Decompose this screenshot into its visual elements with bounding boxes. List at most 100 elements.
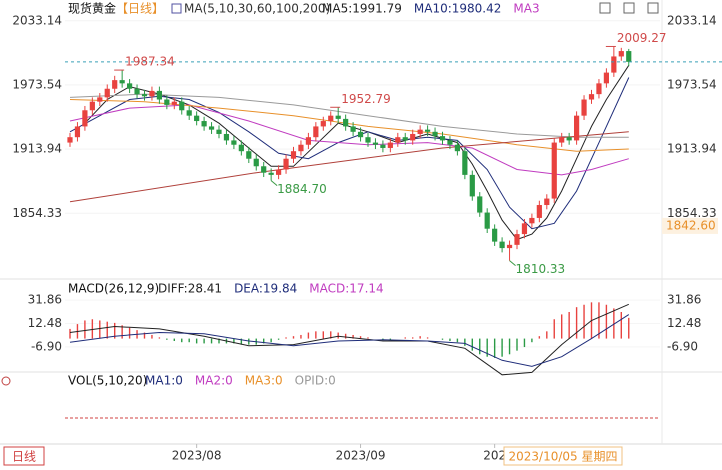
ma-icon	[171, 3, 182, 14]
candle-body	[238, 144, 244, 152]
toolbar-icon[interactable]	[647, 2, 659, 14]
candle-body	[119, 80, 125, 84]
toolbar-icon[interactable]	[623, 2, 635, 14]
high-label: 1987.34	[125, 55, 175, 69]
cursor-price-label: 1842.60	[666, 218, 716, 232]
volume-title: VOL(5,10,20)	[68, 374, 147, 388]
chart-title: 现货黄金	[68, 1, 116, 16]
y-tick-label: 12.48	[28, 316, 62, 330]
candle-body	[112, 80, 118, 89]
legend-entry: MA3	[513, 2, 539, 16]
period-tab[interactable]	[3, 446, 45, 466]
ma-title: MA(5,10,30,60,100,200)	[184, 2, 330, 16]
candle-body	[581, 99, 587, 116]
y-tick-label-right: 1973.54	[667, 77, 717, 91]
candle-body	[343, 118, 349, 127]
candle-body	[283, 158, 289, 170]
candle-body	[372, 142, 379, 145]
candle-body	[179, 101, 185, 111]
y-tick-label: 1854.33	[12, 206, 62, 220]
macd-line	[69, 303, 629, 376]
candle-body	[320, 121, 326, 127]
y-tick-label-right: 12.48	[667, 316, 701, 330]
candle-body	[484, 212, 490, 229]
y-tick-label: 2033.14	[12, 13, 62, 27]
low-label: 1884.70	[277, 182, 327, 196]
y-tick-label-right: -6.90	[667, 339, 698, 353]
cursor-date-box	[503, 446, 623, 466]
candle-body	[328, 115, 334, 122]
candle-body	[395, 137, 401, 143]
candle-body	[566, 137, 572, 141]
candle-body	[246, 151, 252, 159]
candle-body	[313, 126, 319, 138]
candle-body	[82, 110, 88, 127]
legend-entry: OPID:0	[295, 374, 336, 388]
candle-body	[67, 137, 73, 143]
settings-icon[interactable]	[1, 376, 11, 386]
x-tick-label: 2023/09	[336, 449, 386, 463]
candle-body	[186, 110, 192, 116]
x-tick-label: 202	[483, 449, 506, 463]
candle-body	[454, 144, 460, 152]
candle-body	[603, 72, 609, 84]
candle-body	[134, 88, 140, 95]
candle-body	[544, 198, 550, 206]
y-tick-label-right: 31.86	[667, 293, 701, 307]
candle-body	[127, 83, 133, 89]
candle-body	[380, 144, 386, 148]
candle-body	[611, 56, 617, 73]
candle-body	[194, 115, 200, 122]
candle-body	[521, 223, 528, 235]
y-tick-label: -6.90	[31, 339, 62, 353]
candle-body	[417, 129, 423, 134]
legend-entry: MACD:17.14	[309, 282, 383, 296]
candle-body	[149, 90, 155, 97]
candle-body	[439, 136, 446, 141]
y-tick-label: 1913.94	[12, 142, 62, 156]
candle-body	[410, 133, 416, 141]
period-tab-label[interactable]: 日线	[12, 450, 36, 464]
candle-body	[626, 51, 632, 62]
candle-body	[477, 196, 483, 213]
candle-body	[514, 234, 520, 245]
candle-body	[171, 101, 177, 105]
candle-body	[499, 241, 505, 249]
candle-body	[268, 172, 274, 175]
candle-body	[365, 137, 371, 143]
ma-line	[69, 131, 629, 203]
candle-body	[201, 121, 207, 127]
candle-body	[588, 94, 595, 100]
candle-body	[223, 133, 230, 141]
candle-body	[97, 97, 103, 102]
candle-body	[357, 131, 364, 138]
candle-body	[156, 90, 162, 100]
candle-body	[208, 126, 215, 130]
y-tick-label: 1973.54	[12, 77, 62, 91]
toolbar-icon[interactable]	[599, 2, 611, 14]
legend-entry: DIFF:28.41	[158, 282, 222, 296]
cursor-date-label: 2023/10/05 星期四	[509, 450, 618, 464]
legend-entry: MA1:0	[145, 374, 183, 388]
candle-body	[335, 115, 341, 119]
y-tick-label: 31.86	[28, 293, 62, 307]
high-label: 2009.27	[617, 31, 667, 45]
legend-entry: MA5:1991.79	[322, 2, 402, 16]
candle-body	[104, 88, 110, 98]
macd-line	[69, 314, 630, 367]
candle-body	[276, 169, 282, 175]
legend-entry: MA2:0	[195, 374, 233, 388]
low-leader	[270, 180, 278, 186]
legend-entry: DEA:19.84	[234, 282, 297, 296]
candle-body	[574, 115, 580, 141]
candle-body	[290, 151, 297, 159]
candle-body	[618, 51, 624, 57]
candle-body	[74, 126, 81, 138]
ma-line	[69, 93, 629, 138]
cursor-price-box	[662, 217, 718, 234]
low-label: 1810.33	[516, 262, 566, 276]
candle-body	[447, 140, 453, 145]
x-tick-label: 2023/08	[172, 449, 222, 463]
